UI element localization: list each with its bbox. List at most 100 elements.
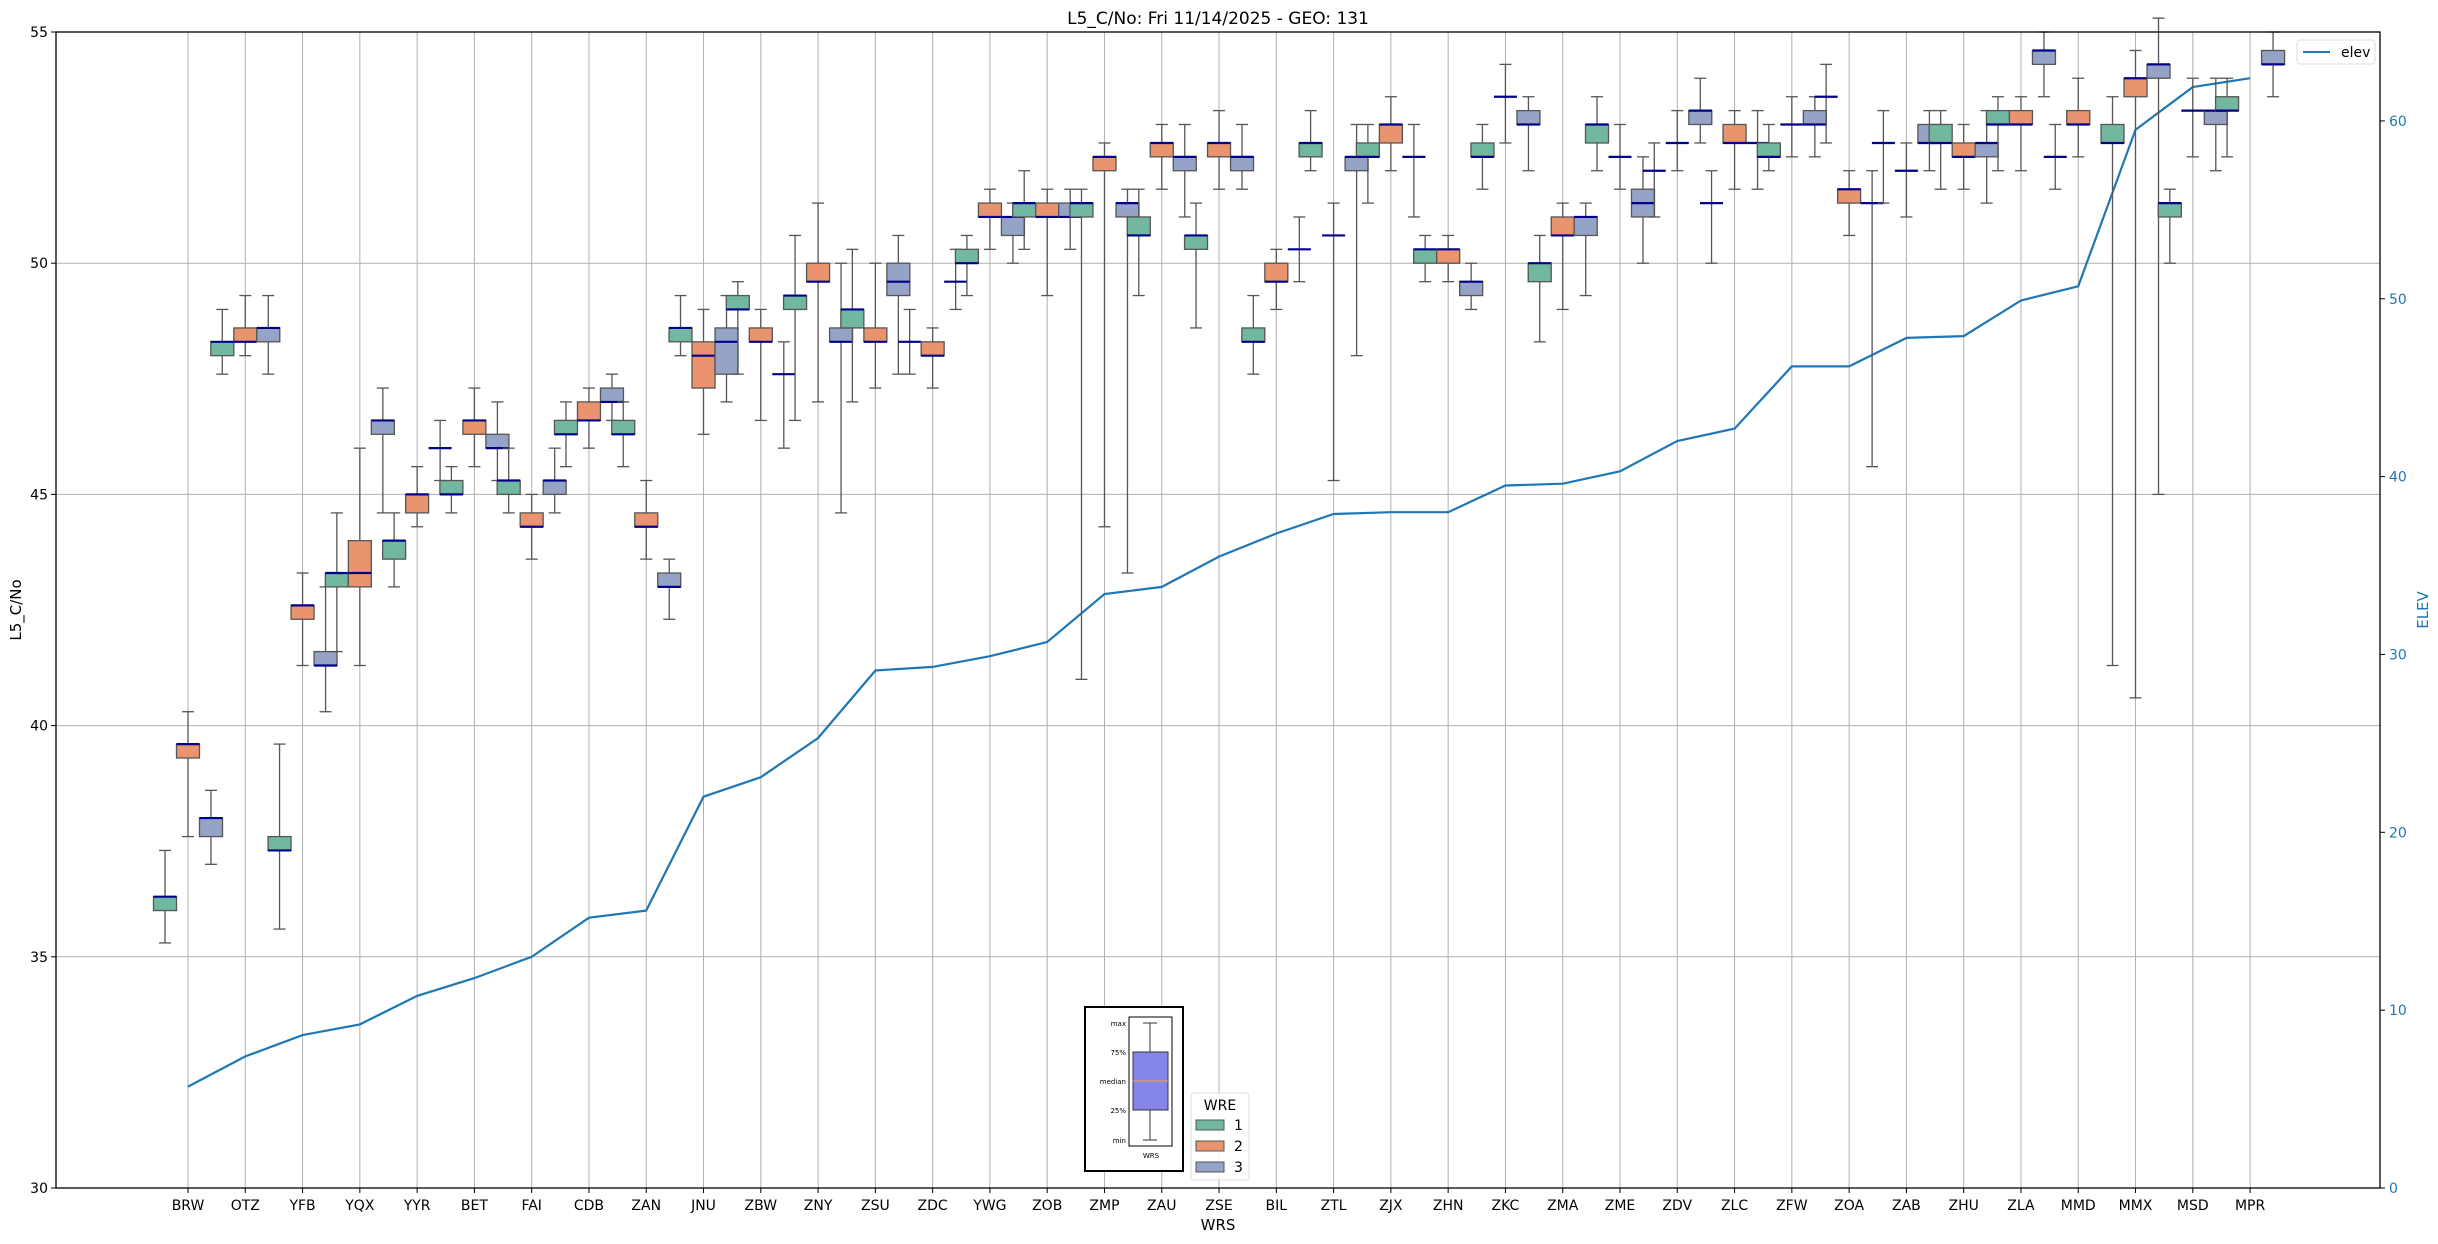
wre-legend-title: WRE bbox=[1204, 1098, 1236, 1114]
iqr-box bbox=[955, 249, 978, 263]
box-ztl-wre2 bbox=[1322, 203, 1345, 480]
y-tick-label: 55 bbox=[30, 25, 48, 41]
box-zma-wre1 bbox=[1528, 235, 1551, 341]
x-tick-label-mmd: MMD bbox=[2061, 1198, 2096, 1214]
box-zse-wre3 bbox=[1231, 124, 1254, 189]
iqr-box bbox=[1242, 328, 1265, 342]
box-cdb-wre3 bbox=[600, 374, 623, 420]
iqr-box bbox=[257, 328, 280, 342]
box-zhu-wre2 bbox=[1952, 124, 1975, 189]
iqr-box bbox=[978, 203, 1001, 217]
iqr-box bbox=[669, 328, 692, 342]
iqr-box bbox=[2101, 124, 2124, 142]
x-tick-label-zny: ZNY bbox=[804, 1198, 833, 1214]
box-zme-wre1 bbox=[1586, 97, 1609, 171]
y2-tick-label: 40 bbox=[2389, 470, 2407, 486]
x-tick-label-zbw: ZBW bbox=[745, 1198, 778, 1214]
box-zla-wre3 bbox=[2032, 32, 2055, 97]
legend-swatch-3 bbox=[1196, 1162, 1224, 1172]
iqr-box bbox=[1952, 143, 1975, 157]
x-tick-label-zhu: ZHU bbox=[1948, 1198, 1978, 1214]
iqr-box bbox=[2158, 203, 2181, 217]
y-tick-label: 35 bbox=[30, 950, 48, 966]
iqr-box bbox=[1975, 143, 1998, 157]
iqr-box bbox=[1265, 263, 1288, 281]
y2-tick-label: 10 bbox=[2389, 1003, 2407, 1019]
iqr-box bbox=[348, 541, 371, 587]
x-tick-label-ywg: YWG bbox=[972, 1198, 1006, 1214]
box-ztl-wre3 bbox=[1345, 124, 1368, 355]
iqr-box bbox=[314, 652, 337, 666]
box-bil-wre1 bbox=[1242, 296, 1265, 375]
iqr-box bbox=[1838, 189, 1861, 203]
iqr-box bbox=[1551, 217, 1574, 235]
box-zfw-wre1 bbox=[1757, 124, 1780, 170]
iqr-box bbox=[2262, 50, 2285, 64]
iqr-box bbox=[1379, 124, 1402, 142]
x-tick-label-msd: MSD bbox=[2177, 1198, 2209, 1214]
iqr-box bbox=[1093, 157, 1116, 171]
y-tick-label: 30 bbox=[30, 1181, 48, 1197]
box-brw-wre3 bbox=[200, 790, 223, 864]
iqr-box bbox=[1070, 203, 1093, 217]
iqr-box bbox=[486, 434, 509, 448]
box-brw-wre1 bbox=[154, 850, 177, 942]
x-tick-label-zab: ZAB bbox=[1892, 1198, 1921, 1214]
box-zob-wre3 bbox=[1059, 189, 1082, 249]
inset-label-min: min bbox=[1113, 1137, 1126, 1145]
iqr-box bbox=[1803, 111, 1826, 125]
iqr-box bbox=[1757, 143, 1780, 157]
x-tick-label-zma: ZMA bbox=[1547, 1198, 1579, 1214]
y2-tick-label: 20 bbox=[2389, 825, 2407, 841]
box-fai-wre1 bbox=[497, 448, 520, 513]
iqr-box bbox=[406, 494, 429, 512]
box-zsu-wre3 bbox=[887, 235, 910, 374]
x-tick-label-zdv: ZDV bbox=[1662, 1198, 1692, 1214]
box-zjx-wre3 bbox=[1402, 124, 1425, 216]
box-cdb-wre1 bbox=[554, 402, 577, 467]
box-zme-wre3 bbox=[1632, 157, 1655, 263]
iqr-box bbox=[635, 513, 658, 527]
box-zdc-wre1 bbox=[898, 309, 921, 374]
box-bil-wre2 bbox=[1265, 249, 1288, 309]
box-zkc-wre1 bbox=[1471, 124, 1494, 189]
x-tick-label-fai: FAI bbox=[521, 1198, 541, 1214]
iqr-box bbox=[921, 342, 944, 356]
box-ztl-wre1 bbox=[1299, 111, 1322, 171]
box-zhn-wre3 bbox=[1460, 263, 1483, 309]
box-zmp-wre3 bbox=[1116, 189, 1139, 573]
box-fai-wre3 bbox=[543, 448, 566, 513]
box-zhu-wre1 bbox=[1929, 111, 1952, 190]
box-jnu-wre2 bbox=[692, 309, 715, 434]
legend-swatch-1 bbox=[1196, 1120, 1224, 1130]
inset-label-median: median bbox=[1100, 1078, 1126, 1086]
x-tick-label-zmp: ZMP bbox=[1089, 1198, 1119, 1214]
iqr-box bbox=[1356, 143, 1379, 157]
iqr-box bbox=[864, 328, 887, 342]
iqr-box bbox=[1013, 203, 1036, 217]
box-yyr-wre3 bbox=[429, 420, 452, 480]
box-mmx-wre3 bbox=[2147, 18, 2170, 494]
iqr-box bbox=[200, 818, 223, 836]
iqr-box bbox=[497, 481, 520, 495]
box-zan-wre2 bbox=[635, 481, 658, 560]
iqr-box bbox=[2124, 78, 2147, 96]
x-tick-label-otz: OTZ bbox=[231, 1198, 260, 1214]
box-mmd-wre2 bbox=[2067, 78, 2090, 157]
x-tick-label-zsu: ZSU bbox=[861, 1198, 890, 1214]
x-tick-label-mpr: MPR bbox=[2235, 1198, 2266, 1214]
iqr-box bbox=[692, 342, 715, 388]
iqr-box bbox=[325, 573, 348, 587]
y2-tick-label: 0 bbox=[2389, 1181, 2398, 1197]
iqr-box bbox=[1231, 157, 1254, 171]
x-tick-label-zlc: ZLC bbox=[1721, 1198, 1748, 1214]
iqr-box bbox=[1173, 157, 1196, 171]
box-yfb-wre3 bbox=[314, 587, 337, 712]
iqr-box bbox=[1036, 203, 1059, 217]
chart-title: L5_C/No: Fri 11/14/2025 - GEO: 131 bbox=[1067, 9, 1369, 29]
box-zlc-wre2 bbox=[1723, 111, 1746, 190]
x-tick-label-yqx: YQX bbox=[344, 1198, 375, 1214]
box-mmx-wre2 bbox=[2124, 50, 2147, 697]
iqr-box bbox=[1574, 217, 1597, 235]
